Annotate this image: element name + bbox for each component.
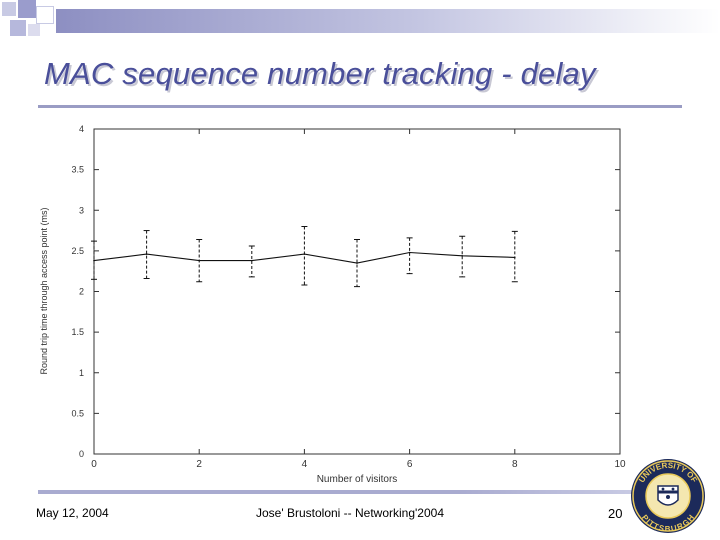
university-seal-logo: UNIVERSITY OF PITTSBURGH xyxy=(631,459,705,534)
slide-title: MAC sequence number tracking - delay xyxy=(44,56,596,91)
y-tick-label: 3.5 xyxy=(71,165,84,175)
title-underline xyxy=(38,105,682,108)
y-axis-label: Round trip time through access point (ms… xyxy=(39,207,49,374)
x-tick-label: 4 xyxy=(302,459,308,470)
series-group xyxy=(91,226,518,288)
data-point xyxy=(461,254,464,257)
data-point xyxy=(356,262,358,264)
header-gradient-bar xyxy=(56,9,720,33)
data-point xyxy=(514,256,516,259)
corner-square-1 xyxy=(2,2,16,16)
x-axis-label: Number of visitors xyxy=(317,474,398,485)
data-point xyxy=(251,259,253,262)
x-tick-label: 0 xyxy=(91,459,97,470)
x-tick-label: 8 xyxy=(512,459,518,470)
footer-date: May 12, 2004 xyxy=(36,506,109,520)
data-point xyxy=(408,251,411,254)
page-number: 20 xyxy=(608,506,623,521)
data-point xyxy=(93,259,95,262)
data-point xyxy=(303,253,306,255)
corner-square-3 xyxy=(36,6,54,24)
y-tick-label: 1.5 xyxy=(71,327,84,337)
y-tick-label: 4 xyxy=(79,124,84,134)
y-tick-label: 2.5 xyxy=(71,246,84,256)
x-tick-label: 6 xyxy=(407,459,413,470)
corner-square-2 xyxy=(18,0,36,18)
y-tick-label: 3 xyxy=(79,205,84,215)
x-tick-label: 10 xyxy=(614,459,626,470)
footer-author: Jose' Brustoloni -- Networking'2004 xyxy=(256,506,445,520)
footer-rule xyxy=(38,490,638,494)
y-tick-label: 0.5 xyxy=(71,408,84,418)
y-tick-labels: 0 0.5 1 1.5 2 2.5 3 3.5 4 xyxy=(71,124,84,459)
x-tick-labels: 0 2 4 6 8 10 xyxy=(91,459,626,470)
data-point xyxy=(145,253,148,255)
axis-ticks xyxy=(93,128,621,455)
y-tick-label: 1 xyxy=(79,368,84,378)
plot-frame xyxy=(93,128,621,455)
y-tick-label: 2 xyxy=(79,287,84,297)
corner-square-5 xyxy=(28,24,40,36)
corner-square-4 xyxy=(10,20,26,36)
data-point xyxy=(198,259,200,262)
x-tick-label: 2 xyxy=(196,459,202,470)
y-tick-label: 0 xyxy=(79,449,84,459)
